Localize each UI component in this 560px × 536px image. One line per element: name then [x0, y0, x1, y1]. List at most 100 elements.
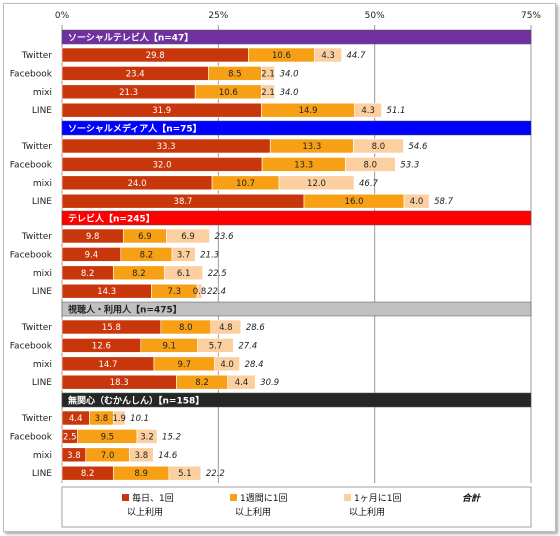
legend-label-line2: 以上利用	[349, 506, 385, 518]
bar-value-label: 4.4	[235, 378, 249, 388]
bar-segment	[171, 247, 196, 262]
category-label: Twitter	[21, 414, 52, 424]
total-label: 54.6	[408, 142, 428, 152]
bar-value-label: 8.2	[140, 250, 154, 260]
group-header-title: テレビ人【n=245】	[68, 213, 155, 225]
bar-value-label: 38.7	[174, 197, 193, 207]
bar-value-label: 14.7	[98, 360, 117, 370]
group-header	[61, 120, 532, 136]
category-label: LINE	[32, 106, 52, 116]
bar-value-label: 33.3	[157, 142, 176, 152]
bar-value-label: 8.2	[81, 469, 95, 479]
bar-value-label: 13.3	[294, 160, 313, 170]
bar-value-label: 10.6	[272, 51, 291, 61]
bar-value-label: 9.5	[101, 432, 115, 442]
x-tick-label: 25%	[208, 11, 228, 21]
total-label: 22.2	[206, 469, 225, 479]
group-header-title: ソーシャルメディア人【n=75】	[68, 123, 202, 135]
category-label: Facebook	[10, 250, 53, 260]
legend-label: 1ヶ月に1回	[354, 493, 401, 504]
category-label: Facebook	[10, 341, 53, 351]
bar-value-label: 8.2	[81, 269, 95, 279]
category-label: Twitter	[21, 142, 52, 152]
bar-value-label: 14.9	[299, 106, 318, 116]
category-label: mixi	[33, 179, 52, 189]
bar-segment	[353, 138, 404, 154]
total-label: 21.3	[200, 250, 219, 260]
bar-value-label: 5.7	[209, 341, 223, 351]
category-label: mixi	[33, 88, 52, 98]
bar-value-label: 0.8	[193, 287, 207, 297]
bar-segment	[136, 429, 158, 444]
bar-segment	[214, 356, 240, 372]
total-label: 10.1	[130, 414, 149, 424]
bar-value-label: 2.1	[261, 88, 275, 98]
total-label: 22.5	[208, 269, 227, 279]
bar-value-label: 6.9	[138, 232, 152, 242]
bar-value-label: 3.8	[67, 451, 81, 461]
group-header	[61, 29, 532, 45]
bar-value-label: 8.5	[228, 69, 242, 79]
category-label: LINE	[32, 197, 52, 207]
bar-value-label: 3.7	[177, 250, 191, 260]
total-label: 34.0	[280, 88, 299, 98]
bar-value-label: 8.0	[364, 160, 378, 170]
bar-value-label: 24.0	[128, 179, 147, 189]
bar-value-label: 31.9	[152, 106, 171, 116]
total-label: 27.4	[238, 341, 257, 351]
bar-segment	[196, 283, 203, 299]
bar-value-label: 8.0	[179, 323, 193, 333]
group-header	[61, 392, 532, 408]
legend-total-label: 合計	[462, 493, 481, 504]
bar-value-label: 7.0	[101, 451, 115, 461]
bar-value-label: 9.8	[86, 232, 100, 242]
group-header-title: 無関心（むかんしん）【n=158】	[68, 395, 204, 407]
bar-segment	[168, 465, 202, 481]
bar-value-label: 4.8	[219, 323, 233, 333]
bar-value-label: 21.3	[119, 88, 138, 98]
category-label: LINE	[32, 287, 52, 297]
bar-value-label: 32.0	[153, 160, 172, 170]
category-label: mixi	[33, 269, 52, 279]
bar-value-label: 8.0	[372, 142, 386, 152]
x-tick-label: 0%	[55, 11, 70, 21]
bar-value-label: 3.8	[135, 451, 149, 461]
bar-value-label: 9.1	[162, 341, 176, 351]
bar-value-label: 4.3	[321, 51, 335, 61]
total-label: 51.1	[387, 106, 406, 116]
total-label: 22.4	[207, 287, 226, 297]
total-label: 23.6	[215, 232, 235, 242]
bar-value-label: 10.6	[219, 88, 238, 98]
bar-value-label: 4.3	[361, 106, 375, 116]
bar-value-label: 16.0	[345, 197, 364, 207]
total-label: 15.2	[162, 432, 181, 442]
bar-value-label: 12.6	[92, 341, 111, 351]
bar-value-label: 14.3	[97, 287, 116, 297]
category-label: Twitter	[21, 232, 52, 242]
category-label: LINE	[32, 378, 52, 388]
legend-swatch	[122, 494, 129, 501]
total-label: 34.0	[280, 69, 299, 79]
bar-value-label: 18.3	[110, 378, 129, 388]
group-header-title: 視聴人・利用人【n=475】	[67, 304, 182, 316]
bar-value-label: 1.9	[112, 414, 126, 424]
bar-segment	[197, 338, 234, 353]
bar-value-label: 4.4	[69, 414, 83, 424]
bar-value-label: 23.4	[126, 69, 145, 79]
bar-segment	[354, 102, 382, 118]
bar-value-label: 4.0	[220, 360, 234, 370]
bar-value-label: 5.1	[178, 469, 192, 479]
bar-value-label: 8.2	[195, 378, 209, 388]
category-label: Twitter	[21, 323, 52, 333]
bar-value-label: 7.3	[167, 287, 181, 297]
legend-swatch	[344, 494, 351, 501]
bar-value-label: 4.0	[410, 197, 424, 207]
category-label: Facebook	[10, 160, 53, 170]
bar-value-label: 2.1	[261, 69, 275, 79]
total-label: 14.6	[158, 451, 178, 461]
x-tick-label: 75%	[521, 11, 541, 21]
total-label: 28.4	[245, 360, 264, 370]
bar-value-label: 8.2	[132, 269, 146, 279]
bar-segment	[129, 447, 154, 463]
